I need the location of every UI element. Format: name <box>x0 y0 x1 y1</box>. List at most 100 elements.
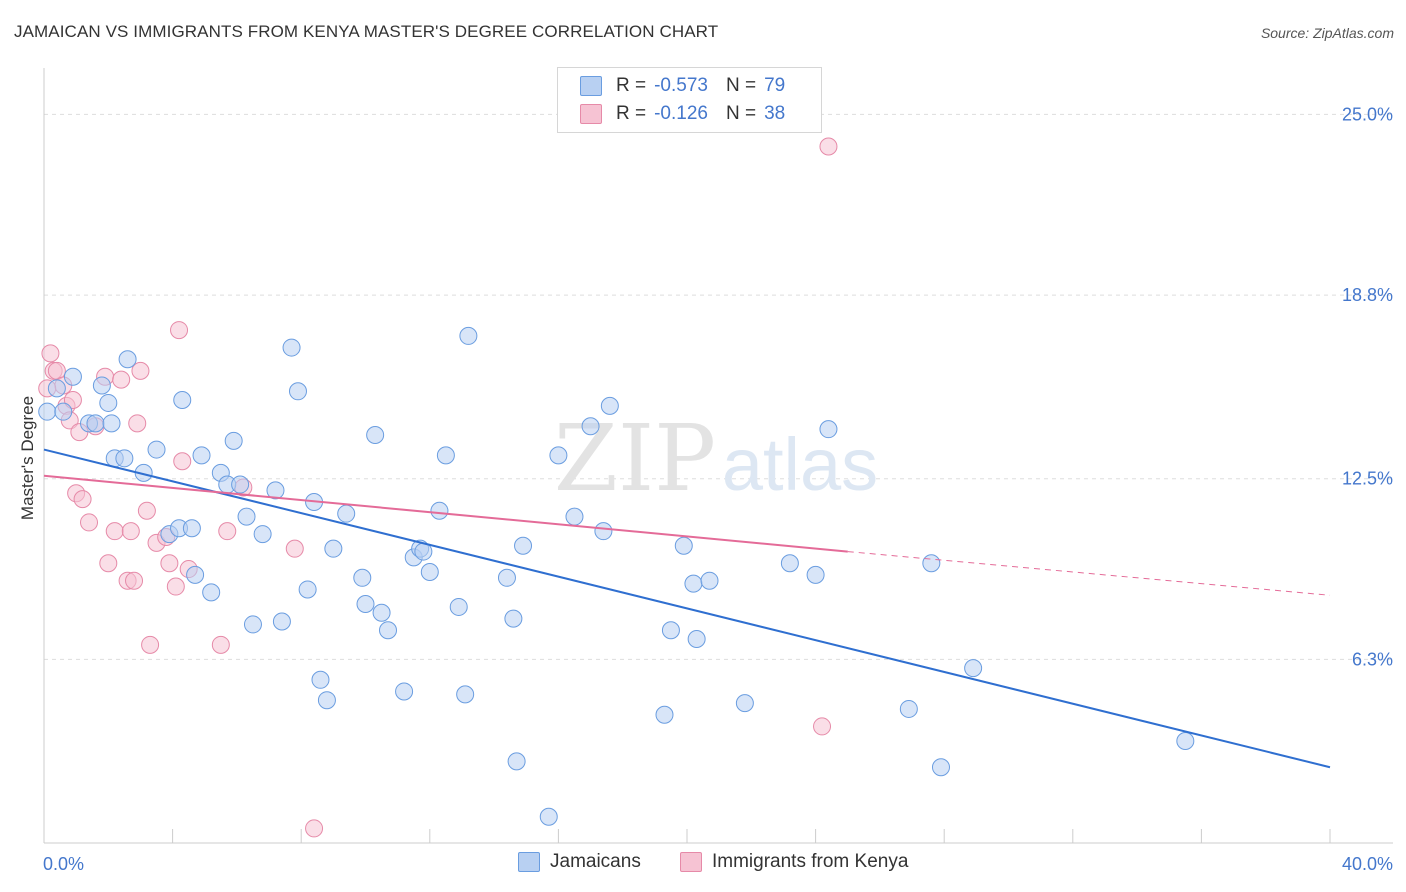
data-point <box>80 513 99 532</box>
data-point <box>372 603 391 622</box>
y-tick-label: 12.5% <box>1342 469 1393 489</box>
data-point <box>581 417 600 436</box>
data-point <box>436 446 455 465</box>
data-point <box>337 504 356 523</box>
data-point <box>41 344 60 363</box>
correlation-legend: R = -0.573 N = 79 R = -0.126 N = 38 <box>557 67 822 133</box>
legend-r-label: R = <box>616 75 647 96</box>
data-point <box>324 539 343 558</box>
data-point <box>231 475 250 494</box>
data-point <box>202 583 221 602</box>
legend-row-jamaicans: R = -0.573 N = 79 <box>580 73 785 99</box>
trendline-jamaicans <box>43 448 1331 769</box>
legend-n-label: N = <box>725 75 757 96</box>
data-point <box>819 420 838 439</box>
data-point <box>73 490 92 509</box>
data-point <box>118 350 137 369</box>
data-point <box>141 635 160 654</box>
data-point <box>1176 732 1195 750</box>
data-point <box>305 819 324 838</box>
data-point <box>813 717 832 736</box>
data-point <box>504 609 523 628</box>
data-point <box>237 507 256 526</box>
data-point <box>266 481 285 500</box>
data-point <box>353 568 372 587</box>
legend-n-value: 79 <box>764 75 786 96</box>
data-point <box>449 597 468 616</box>
data-point <box>186 565 205 584</box>
data-point <box>311 670 330 689</box>
legend-swatch-jamaicans <box>580 76 602 96</box>
data-point <box>655 705 674 724</box>
data-point <box>160 554 179 573</box>
data-point <box>125 571 144 590</box>
y-tick-label: 25.0% <box>1342 104 1393 124</box>
x-tick-label: 0.0% <box>43 854 84 874</box>
data-point <box>47 379 66 398</box>
data-point <box>137 501 156 520</box>
bottom-legend-swatch-jamaicans <box>518 852 540 872</box>
data-point <box>899 699 918 718</box>
series-kenya <box>38 137 838 838</box>
data-point <box>102 414 121 433</box>
data-point <box>63 391 82 410</box>
data-point <box>819 137 838 156</box>
data-point <box>131 361 150 380</box>
bottom-legend-label-kenya: Immigrants from Kenya <box>712 851 909 872</box>
data-point <box>192 446 211 465</box>
data-point <box>395 682 414 701</box>
axes <box>43 68 1393 844</box>
watermark-zip: ZIP <box>554 405 716 512</box>
gridlines <box>44 113 1393 660</box>
data-point <box>54 402 73 421</box>
data-point <box>285 539 304 558</box>
trendline-kenya <box>43 474 848 553</box>
trendline-kenya-extension <box>847 551 1331 596</box>
data-point <box>112 370 131 389</box>
data-point <box>594 522 613 541</box>
data-point <box>224 431 243 450</box>
legend-swatch-kenya <box>580 104 602 124</box>
legend-r-value: -0.573 <box>654 75 708 96</box>
data-point <box>549 446 568 465</box>
data-point <box>356 595 375 614</box>
bottom-legend-swatch-kenya <box>680 852 702 872</box>
data-point <box>539 807 558 826</box>
data-point <box>514 536 533 555</box>
data-point <box>735 694 754 713</box>
y-axis-label: Master's Degree <box>18 396 37 520</box>
data-point <box>565 507 584 526</box>
data-point <box>931 758 950 777</box>
data-point <box>317 691 336 710</box>
data-point <box>272 612 291 631</box>
data-point <box>600 396 619 415</box>
legend-r-label: R = <box>616 103 647 124</box>
data-point <box>173 391 192 410</box>
source-label: Source: ZipAtlas.com <box>1260 25 1394 41</box>
data-point <box>456 685 475 704</box>
data-point <box>806 565 825 584</box>
legend-n-value: 38 <box>764 103 786 124</box>
tick-labels: 6.3% 12.5% 18.8% 25.0% 0.0% 40.0% <box>43 104 1393 874</box>
data-point <box>121 522 140 541</box>
data-point <box>211 635 230 654</box>
data-point <box>661 621 680 640</box>
data-point <box>497 568 516 587</box>
data-point <box>170 321 189 340</box>
data-point <box>218 522 237 541</box>
data-point <box>684 574 703 593</box>
data-point <box>430 501 449 520</box>
y-tick-label: 6.3% <box>1352 649 1393 669</box>
data-point <box>182 519 201 538</box>
data-point <box>92 376 111 395</box>
trendlines <box>43 448 1331 769</box>
data-point <box>366 426 385 444</box>
watermark: ZIP atlas <box>554 405 878 512</box>
data-point <box>282 338 301 357</box>
x-tick-label: 40.0% <box>1342 854 1393 874</box>
bottom-legend-jamaicans: Jamaicans <box>518 851 641 873</box>
data-point <box>166 577 185 596</box>
bottom-legend-kenya: Immigrants from Kenya <box>680 851 908 873</box>
data-point <box>379 621 398 640</box>
